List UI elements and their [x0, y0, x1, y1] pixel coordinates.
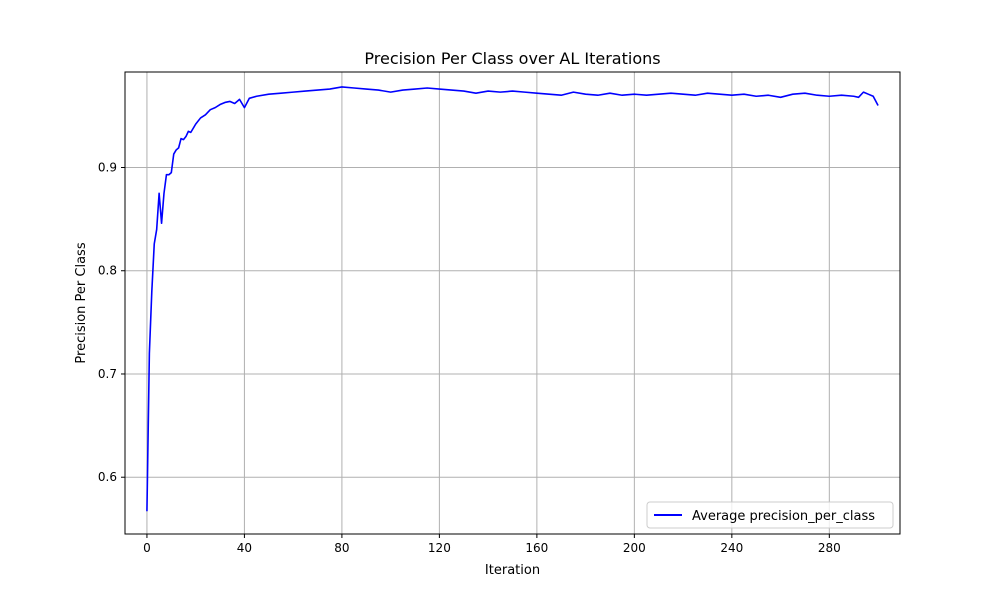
x-tick-label: 0: [143, 541, 151, 555]
x-tick-label: 40: [237, 541, 252, 555]
y-axis-label: Precision Per Class: [74, 242, 89, 363]
series-line-0: [146, 86, 879, 512]
plot-area-frame: [124, 71, 901, 535]
x-tick-label: 160: [525, 541, 548, 555]
x-tick-label: 120: [428, 541, 451, 555]
grid: [125, 72, 900, 534]
x-tick-label: 280: [818, 541, 841, 555]
legend-box: [646, 501, 894, 529]
y-tick-label: 0.9: [98, 160, 117, 174]
legend: Average precision_per_class: [646, 501, 894, 529]
series-layer: [146, 86, 879, 512]
y-tick-label: 0.8: [98, 264, 117, 278]
x-tick-label: 80: [334, 541, 349, 555]
legend-label: Average precision_per_class: [692, 509, 875, 524]
y-tick-label: 0.6: [98, 470, 117, 484]
y-tick-label: 0.7: [98, 367, 117, 381]
x-tick-label: 240: [720, 541, 743, 555]
x-tick-label: 200: [623, 541, 646, 555]
axis-ticks: 0 40 80 120 160 200 240 280 0.6 0.7 0.8 0.9: [98, 160, 841, 555]
x-axis-label: Iteration: [485, 563, 540, 578]
chart-title: Precision Per Class over AL Iterations: [364, 49, 660, 68]
